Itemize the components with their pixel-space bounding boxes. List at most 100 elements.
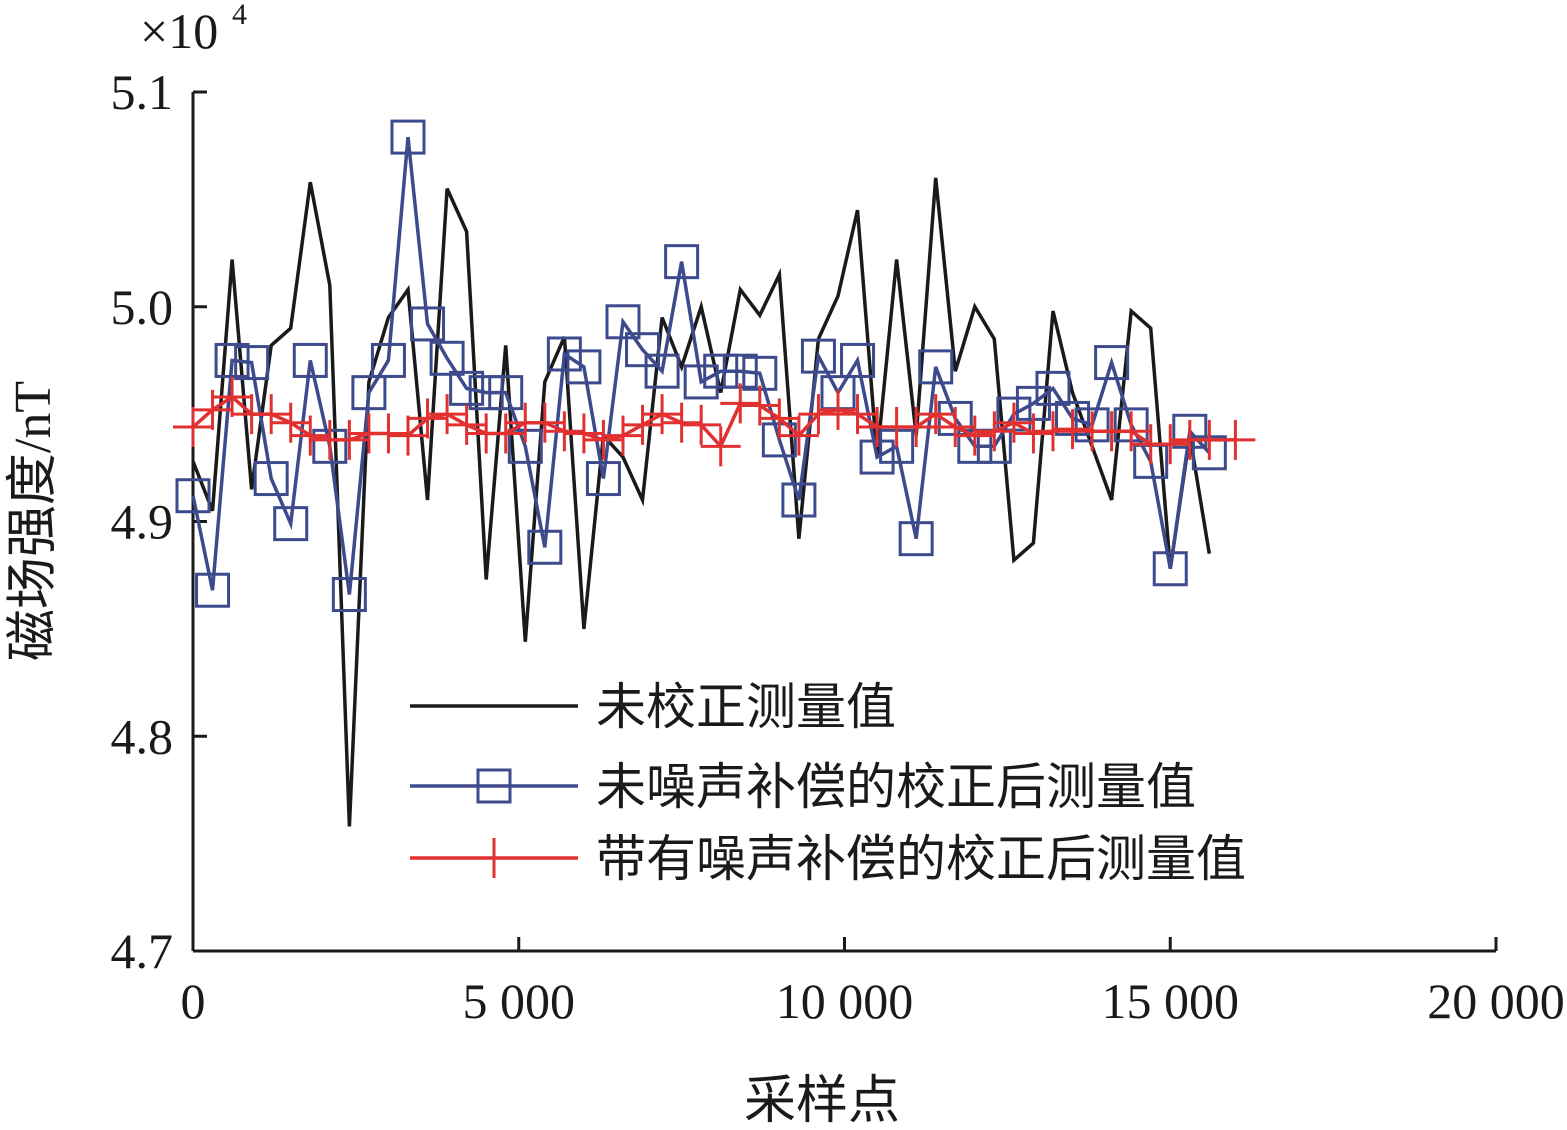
x-tick-label: 0	[181, 973, 206, 1029]
data-point	[602, 415, 643, 456]
legend-item: 未校正测量值	[410, 679, 896, 735]
data-point	[585, 461, 621, 497]
data-point	[1152, 551, 1188, 587]
data-point	[1094, 345, 1130, 381]
data-point	[759, 398, 800, 439]
data-point	[935, 407, 976, 448]
data-point	[234, 345, 270, 381]
data-point	[566, 349, 602, 385]
data-point	[778, 415, 819, 456]
data-point	[485, 413, 526, 454]
series-layer	[173, 119, 1256, 827]
data-point	[368, 413, 409, 454]
series-2	[175, 119, 1227, 613]
data-point	[446, 404, 487, 445]
legend-item: 带有噪声补偿的校正后测量值	[410, 831, 1246, 887]
data-point	[664, 244, 700, 280]
data-point	[1150, 424, 1191, 465]
legend-swatch-marker	[476, 768, 512, 804]
series-3	[173, 376, 1256, 467]
data-point	[175, 478, 211, 514]
x-tick-label: 15 000	[1102, 973, 1240, 1029]
data-point	[798, 394, 839, 435]
series-line	[191, 136, 1211, 595]
data-point	[410, 306, 446, 342]
data-point	[251, 394, 292, 435]
data-point	[387, 415, 428, 456]
data-point	[544, 411, 585, 452]
data-point	[661, 402, 702, 443]
data-point	[918, 349, 954, 385]
x-tick-label: 5 000	[463, 973, 576, 1029]
data-point	[427, 394, 468, 435]
legend-item: 未噪声补偿的校正后测量值	[410, 759, 1196, 815]
data-point	[173, 407, 213, 448]
data-point	[700, 426, 741, 467]
x-tick-label: 10 000	[776, 973, 914, 1029]
data-point	[563, 413, 604, 454]
data-point	[954, 415, 995, 456]
data-point	[331, 577, 367, 613]
legend-label: 带有噪声补偿的校正后测量值	[596, 831, 1246, 887]
data-point	[683, 364, 719, 400]
y-tick-label: 4.7	[111, 923, 174, 979]
y-tick-label: 5.0	[111, 279, 174, 335]
data-point	[622, 404, 663, 445]
y-tick-label: 4.9	[111, 494, 174, 550]
x-ticks: 0 5 000 10 000 15 000 20 000	[181, 937, 1565, 1029]
data-point	[351, 375, 387, 411]
y-ticks: 4.7 4.8 4.9 5.0 5.1	[111, 64, 207, 979]
data-point	[898, 521, 934, 557]
data-point	[993, 402, 1034, 443]
data-point	[214, 342, 250, 378]
data-point	[370, 342, 406, 378]
data-point	[527, 529, 563, 565]
y-axis-title: 磁场强度/nT	[5, 381, 62, 661]
data-point	[681, 404, 722, 445]
data-point	[290, 415, 331, 456]
data-point	[546, 336, 582, 372]
y-multiplier: ×10 4	[140, 0, 247, 59]
data-point	[800, 338, 836, 374]
data-point	[1052, 409, 1093, 450]
data-point	[840, 342, 876, 378]
data-point	[488, 375, 524, 411]
data-point	[642, 394, 683, 435]
legend-label: 未噪声补偿的校正后测量值	[596, 759, 1196, 815]
data-point	[644, 353, 680, 389]
y-multiplier-exponent: 4	[232, 0, 247, 31]
data-point	[273, 506, 309, 542]
data-point	[1032, 411, 1073, 452]
data-point	[329, 419, 370, 460]
y-tick-label: 4.8	[111, 708, 174, 764]
data-point	[449, 370, 485, 406]
data-point	[720, 383, 761, 424]
series-1	[191, 177, 1212, 827]
data-point	[253, 461, 289, 497]
data-point	[468, 375, 504, 411]
data-point	[703, 353, 739, 389]
data-point	[429, 340, 465, 376]
data-point	[817, 389, 858, 430]
data-point	[974, 411, 1015, 452]
x-axis-title: 采样点	[744, 1073, 900, 1130]
data-point	[195, 572, 231, 608]
data-point	[625, 332, 661, 368]
data-point	[390, 119, 426, 155]
data-point	[407, 398, 448, 439]
data-point	[212, 376, 253, 417]
data-point	[605, 304, 641, 340]
legend-label: 未校正测量值	[596, 679, 896, 735]
y-tick-label: 5.1	[111, 64, 174, 120]
data-point	[292, 342, 328, 378]
data-point	[1035, 370, 1071, 406]
data-point	[1013, 413, 1054, 454]
y-multiplier-base: ×10	[140, 3, 218, 59]
data-point	[583, 419, 624, 460]
series-line	[191, 177, 1212, 827]
x-tick-label: 20 000	[1427, 973, 1565, 1029]
legend-swatch-marker	[474, 838, 514, 878]
data-point	[781, 482, 817, 518]
